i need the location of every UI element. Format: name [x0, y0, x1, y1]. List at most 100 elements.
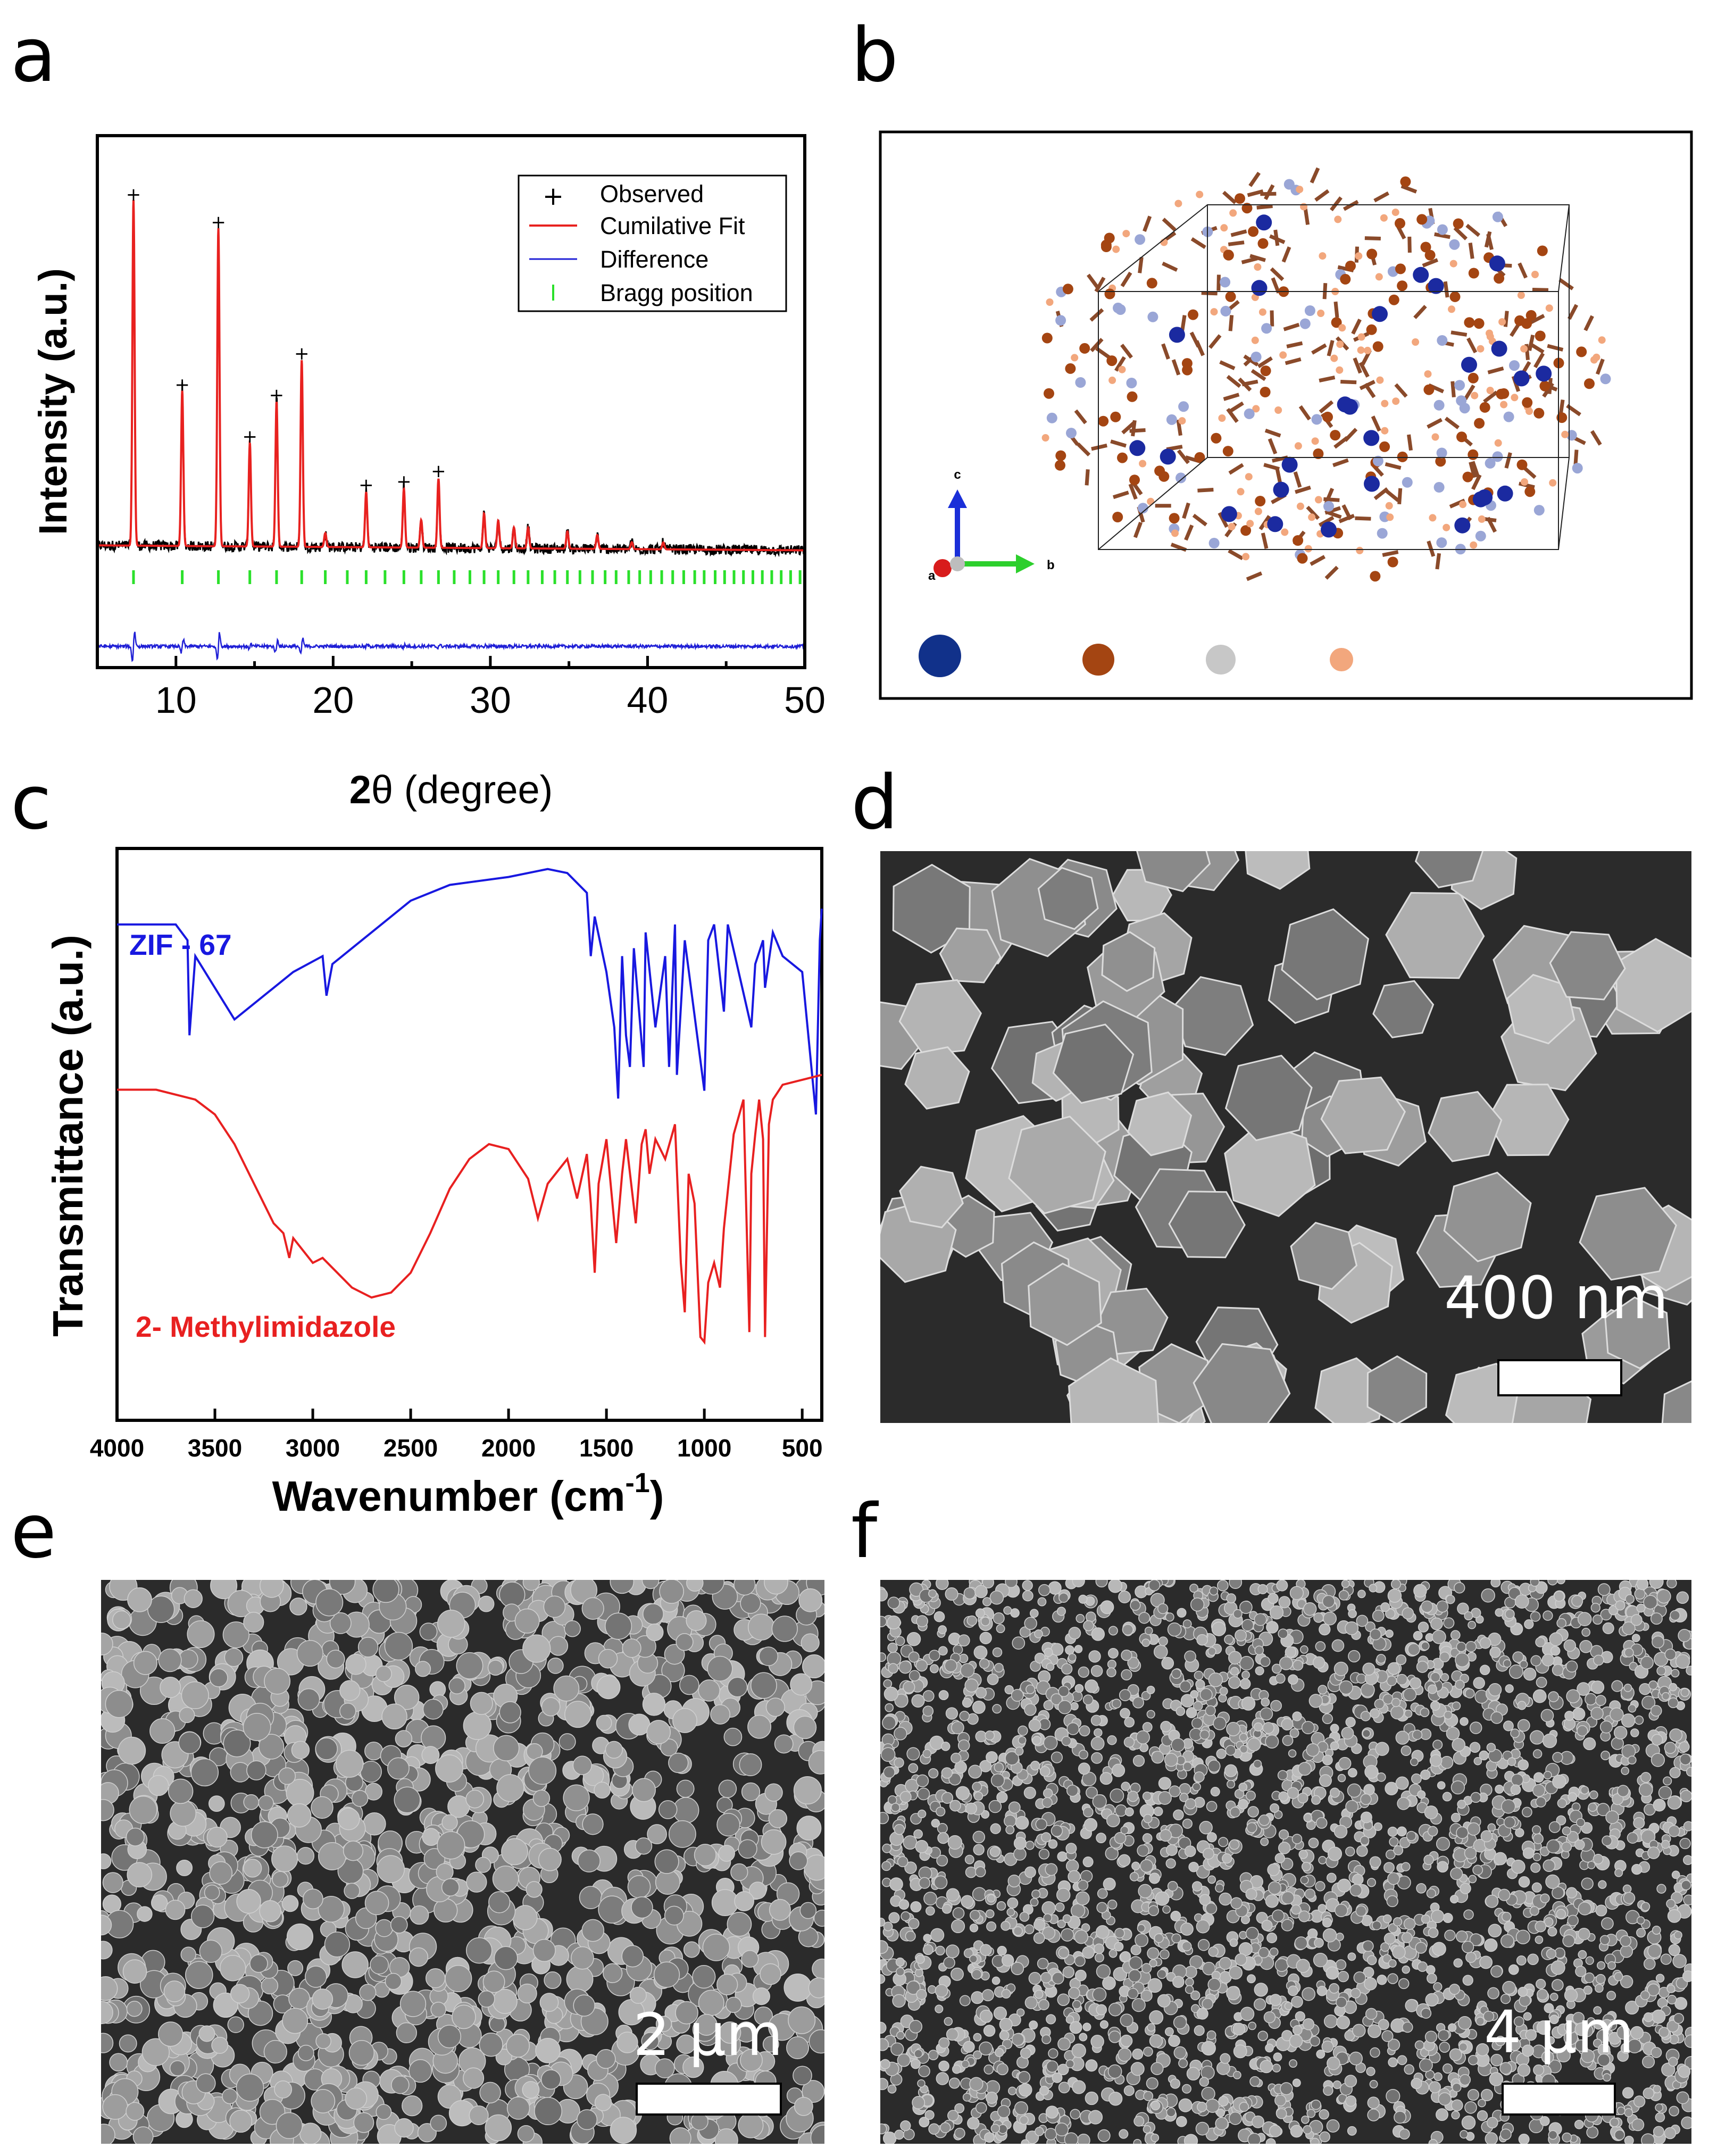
bond-106 — [1228, 549, 1244, 561]
sem-f-svg-particle-2320 — [1278, 1842, 1291, 1854]
sem-f-svg-particle-2037 — [1438, 2092, 1452, 2106]
sem-e-svg-particle-1288 — [243, 1612, 264, 1633]
sem-f-svg-particle-2071 — [1413, 1584, 1427, 1598]
sem-f-svg-particle-2205 — [1580, 1786, 1589, 1795]
sem-f-svg-particle-1597 — [1652, 1926, 1661, 1935]
sem-f-svg-particle-790 — [946, 1888, 960, 1902]
sem-f-svg-particle-1871 — [894, 2129, 904, 2140]
sem-f-svg-particle-618 — [1535, 1935, 1544, 1944]
sem-f-svg-particle-2740 — [880, 1974, 886, 1984]
sem-f-svg-particle-2078 — [1088, 2110, 1103, 2125]
atom-201 — [1395, 263, 1406, 274]
sem-e-svg-particle-1123 — [790, 1673, 813, 1696]
sem-e-svg-particle-1147 — [302, 1888, 323, 1910]
atom-176 — [1385, 502, 1393, 510]
sem-f-svg-particle-1190 — [1082, 1946, 1095, 1959]
atom-248 — [1304, 545, 1312, 553]
bond-177 — [1314, 189, 1330, 202]
sem-e-svg-particle-966 — [479, 2082, 501, 2104]
sem-f-svg-particle-392 — [1656, 1884, 1666, 1894]
cobalt-14 — [1321, 521, 1337, 538]
sem-f-svg-particle-2494 — [991, 1976, 1001, 1985]
sem-f-svg-particle-1543 — [1440, 1673, 1449, 1682]
atom-8 — [1110, 411, 1121, 422]
sem-f-svg-particle-2556 — [1566, 1887, 1578, 1899]
sem-f-svg-particle-1778 — [1669, 1728, 1683, 1742]
sem-f-svg-particle-1405 — [1508, 1964, 1519, 1975]
sem-f-svg-particle-2595 — [1306, 2109, 1316, 2118]
sem-f-svg-particle-2241 — [1452, 1738, 1466, 1752]
sem-f-svg-particle-2259 — [1479, 1637, 1491, 1649]
bond-25 — [1192, 513, 1207, 527]
sem-e-svg-particle-1105 — [258, 1795, 274, 1811]
sem-f-svg-particle-1464 — [1338, 1757, 1352, 1770]
sem-e-svg-particle-861 — [582, 1813, 604, 1835]
sem-e-svg-particle-826 — [522, 1580, 540, 1591]
sem-f-svg-particle-1726 — [1051, 1643, 1064, 1656]
sem-f-svg-particle-730 — [1206, 1832, 1217, 1843]
sem-f-svg-particle-939 — [1380, 1942, 1390, 1952]
bond-104 — [1241, 256, 1258, 264]
atom-193 — [1433, 482, 1445, 493]
sem-f-svg-particle-2519 — [908, 1763, 919, 1774]
sem-f-svg-particle-2437 — [1348, 1768, 1357, 1778]
bond-131 — [1090, 338, 1104, 352]
sem-e-svg-particle-1066 — [190, 1758, 219, 1787]
atom-148 — [1257, 238, 1269, 249]
sem-f-svg-particle-2792 — [1318, 1685, 1328, 1695]
sem-f-svg-particle-2218 — [1068, 1653, 1077, 1662]
atom-186 — [1311, 414, 1322, 425]
atom-192 — [1380, 214, 1388, 222]
sem-e-svg-particle-865 — [543, 1595, 566, 1618]
sem-f-svg-particle-2526 — [1666, 1580, 1677, 1588]
sem-f-svg-particle-2544 — [883, 1766, 895, 1779]
sem-f-svg-particle-1800 — [1147, 1947, 1160, 1960]
sem-f-svg-particle-2169 — [997, 2105, 1011, 2118]
atom-48 — [1211, 432, 1222, 444]
sem-f-svg-particle-2032 — [1396, 1674, 1408, 1686]
sem-e-svg-particle-1188 — [187, 1620, 215, 1649]
sem-f-svg-particle-1636 — [1556, 2048, 1571, 2063]
sem-f-svg-particle-2344 — [1620, 1945, 1633, 1958]
sem-f-svg-particle-2935 — [1044, 1647, 1053, 1657]
sem-f-svg-particle-2671 — [1458, 2042, 1468, 2052]
sem-f-svg-particle-360 — [1018, 1725, 1028, 1736]
cobalt-18 — [1536, 365, 1552, 382]
sem-f-svg-particle-1862 — [928, 2050, 939, 2060]
sem-f-svg-particle-2810 — [1494, 1852, 1507, 1866]
atom-70 — [1311, 437, 1319, 445]
sem-f-svg-particle-2764 — [1196, 1634, 1208, 1646]
sem-e-svg-particle-996 — [675, 2001, 698, 2025]
sem-f-svg-particle-2496 — [1108, 2092, 1123, 2106]
sem-f-svg-particle-1948 — [1424, 1805, 1438, 1820]
sem-e-svg-particle-804 — [659, 1580, 684, 1604]
sem-f-svg-particle-2082 — [1090, 1664, 1103, 1677]
atom-112 — [1055, 460, 1065, 471]
atom-61 — [1098, 415, 1109, 427]
ftir-series-label-zif67: ZIF - 67 — [129, 928, 232, 961]
cobalt-0 — [1281, 456, 1298, 473]
sem-f-svg-particle-2818 — [1245, 1888, 1257, 1900]
sem-f-svg-particle-2485 — [1386, 1895, 1398, 1908]
sem-f-svg-particle-2213 — [1530, 1655, 1542, 1667]
atom-171 — [1112, 512, 1123, 522]
sem-e-svg-particle-921 — [646, 1720, 671, 1744]
sem-e-svg-particle-1257 — [394, 1786, 421, 1813]
sem-f-svg-particle-2780 — [1579, 1640, 1593, 1653]
sem-e-svg-particle-1192 — [326, 1650, 345, 1669]
sem-f-svg-particle-1144 — [1625, 2000, 1639, 2015]
sem-f-svg-particle-1756 — [1450, 1867, 1463, 1880]
sem-e-svg-particle-1025 — [441, 1814, 458, 1831]
sem-e-svg-particle-927 — [676, 1633, 694, 1651]
atom-223 — [1251, 336, 1259, 344]
sem-f-svg-particle-2506 — [1069, 2021, 1082, 2034]
sem-f-svg-particle-2019 — [1370, 1708, 1380, 1719]
sem-f-svg-particle-1731 — [1650, 1705, 1662, 1717]
sem-e-svg-particle-1222 — [278, 1767, 296, 1785]
sem-f-svg-particle-2252 — [945, 1587, 958, 1601]
sem-f-svg-particle-2520 — [1414, 2040, 1424, 2050]
sem-f-svg-particle-1511 — [1416, 1883, 1427, 1894]
sem-f-svg-particle-1082 — [963, 1948, 974, 1958]
sem-f-svg-particle-1376 — [1437, 1781, 1446, 1790]
sem-f-svg-particle-2288 — [1034, 1629, 1043, 1638]
